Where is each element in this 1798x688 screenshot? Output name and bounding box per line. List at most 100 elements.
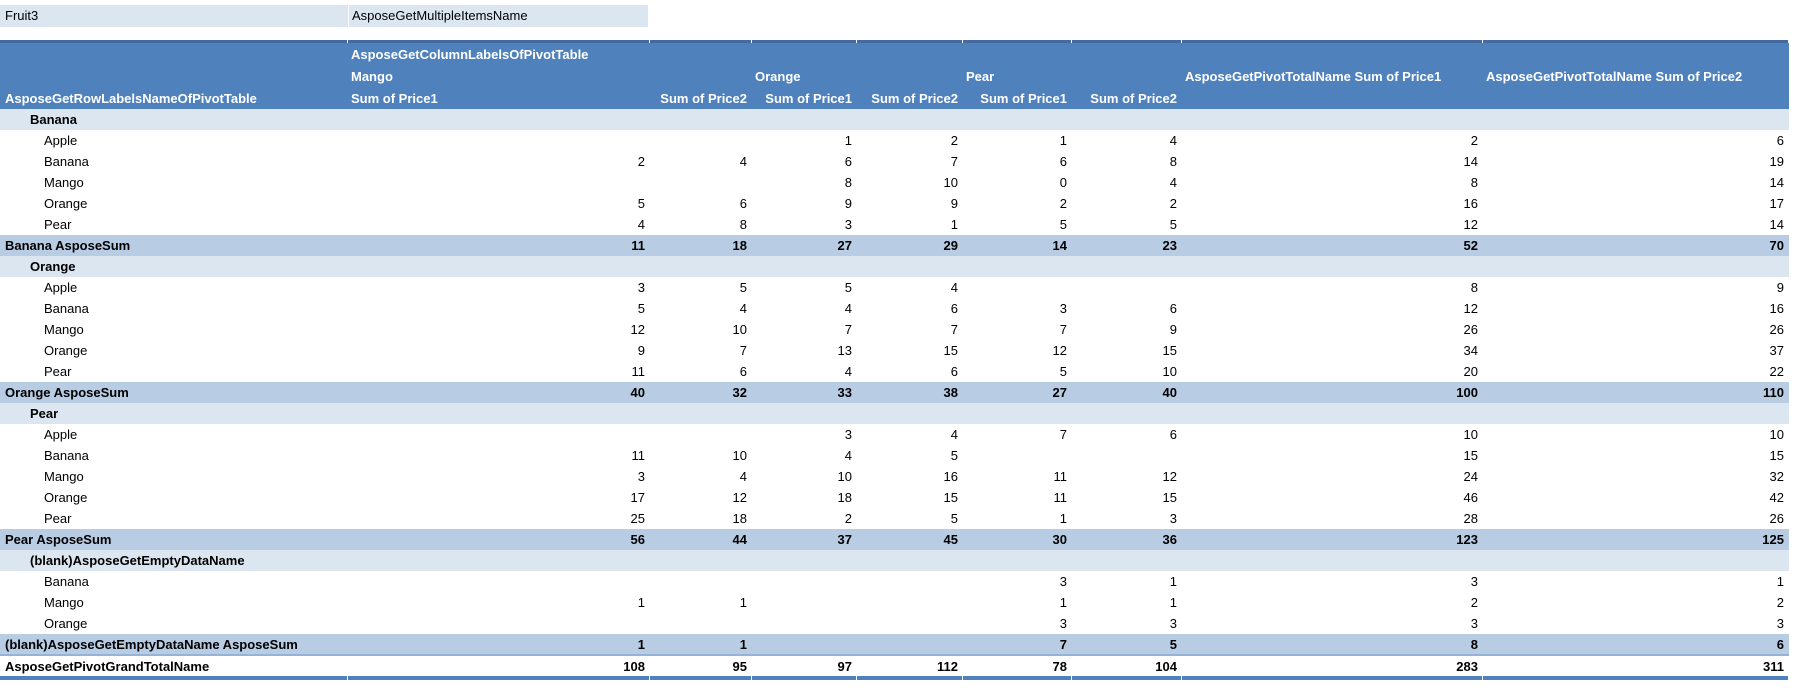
header-cell[interactable] bbox=[857, 65, 963, 87]
value-cell[interactable]: 38 bbox=[857, 382, 963, 403]
value-cell[interactable]: 10 bbox=[732, 322, 747, 337]
value-cell[interactable]: 45 bbox=[857, 529, 963, 550]
value-cell[interactable]: 44 bbox=[650, 529, 752, 550]
value-cell[interactable]: 28 bbox=[1463, 511, 1478, 526]
value-cell[interactable]: 8 bbox=[844, 175, 852, 190]
row-label[interactable]: Pear AsposeSum bbox=[0, 529, 348, 550]
value-cell[interactable]: 6 bbox=[950, 301, 958, 316]
value-cell[interactable]: 23 bbox=[1072, 235, 1182, 256]
header-cell[interactable] bbox=[650, 43, 752, 65]
header-cell[interactable] bbox=[0, 43, 348, 65]
value-cell[interactable] bbox=[963, 550, 1072, 571]
value-cell[interactable]: 3 bbox=[844, 427, 852, 442]
value-cell[interactable] bbox=[1182, 550, 1483, 571]
value-cell[interactable] bbox=[963, 445, 1072, 466]
value-cell[interactable]: 13 bbox=[837, 343, 852, 358]
value-cell[interactable]: 1 bbox=[1169, 595, 1177, 610]
value-cell[interactable]: 3 bbox=[1059, 616, 1067, 631]
value-cell[interactable]: 4 bbox=[739, 301, 747, 316]
value-cell[interactable] bbox=[650, 550, 752, 571]
value-cell[interactable]: 14 bbox=[963, 235, 1072, 256]
row-label[interactable]: Apple bbox=[44, 133, 78, 148]
value-cell[interactable]: 4 bbox=[739, 469, 747, 484]
row-label[interactable]: Apple bbox=[44, 427, 78, 442]
value-cell[interactable] bbox=[650, 613, 752, 634]
header-cell[interactable] bbox=[1483, 43, 1789, 65]
row-label[interactable]: Orange bbox=[44, 616, 88, 631]
subheader-cell[interactable]: Sum of Price1 bbox=[963, 87, 1072, 109]
value-cell[interactable]: 32 bbox=[650, 382, 752, 403]
value-cell[interactable]: 26 bbox=[1463, 322, 1478, 337]
value-cell[interactable] bbox=[963, 403, 1072, 424]
header-cell[interactable] bbox=[1182, 43, 1483, 65]
row-label[interactable]: Pear bbox=[0, 403, 348, 424]
value-cell[interactable]: 7 bbox=[844, 322, 852, 337]
value-cell[interactable]: 125 bbox=[1483, 529, 1789, 550]
value-cell[interactable] bbox=[857, 571, 963, 592]
value-cell[interactable] bbox=[1072, 277, 1182, 298]
value-cell[interactable] bbox=[1182, 109, 1483, 130]
value-cell[interactable]: 46 bbox=[1463, 490, 1478, 505]
value-cell[interactable]: 95 bbox=[650, 654, 752, 676]
value-cell[interactable]: 40 bbox=[348, 382, 650, 403]
value-cell[interactable]: 11 bbox=[348, 235, 650, 256]
subheader-cell[interactable]: Sum of Price1 bbox=[348, 87, 650, 109]
value-cell[interactable]: 1 bbox=[950, 217, 958, 232]
value-cell[interactable] bbox=[752, 634, 857, 655]
value-cell[interactable]: 5 bbox=[844, 280, 852, 295]
row-label[interactable]: Pear bbox=[44, 364, 72, 379]
value-cell[interactable] bbox=[1483, 550, 1789, 571]
value-cell[interactable] bbox=[857, 256, 963, 277]
row-label[interactable]: Orange bbox=[44, 490, 88, 505]
value-cell[interactable] bbox=[348, 424, 650, 445]
value-cell[interactable]: 3 bbox=[1169, 511, 1177, 526]
value-cell[interactable]: 6 bbox=[1776, 133, 1784, 148]
value-cell[interactable]: 3 bbox=[1470, 574, 1478, 589]
value-cell[interactable]: 8 bbox=[1470, 175, 1478, 190]
value-cell[interactable]: 7 bbox=[739, 343, 747, 358]
value-cell[interactable]: 2 bbox=[1776, 595, 1784, 610]
value-cell[interactable]: 6 bbox=[1059, 154, 1067, 169]
value-cell[interactable]: 0 bbox=[1059, 175, 1067, 190]
value-cell[interactable] bbox=[1182, 403, 1483, 424]
subheader-cell[interactable]: Sum of Price2 bbox=[1072, 87, 1182, 109]
value-cell[interactable] bbox=[752, 550, 857, 571]
value-cell[interactable]: 4 bbox=[739, 154, 747, 169]
value-cell[interactable]: 1 bbox=[1059, 511, 1067, 526]
value-cell[interactable]: 78 bbox=[963, 654, 1072, 676]
value-cell[interactable]: 27 bbox=[963, 382, 1072, 403]
value-cell[interactable]: 4 bbox=[950, 427, 958, 442]
row-label[interactable]: (blank)AsposeGetEmptyDataName bbox=[0, 550, 348, 571]
value-cell[interactable]: 10 bbox=[1769, 427, 1784, 442]
value-cell[interactable] bbox=[857, 109, 963, 130]
row-label[interactable]: (blank)AsposeGetEmptyDataName AsposeSum bbox=[0, 634, 348, 655]
value-cell[interactable]: 37 bbox=[752, 529, 857, 550]
value-cell[interactable]: 3 bbox=[1470, 616, 1478, 631]
value-cell[interactable]: 2 bbox=[1470, 595, 1478, 610]
value-cell[interactable] bbox=[348, 550, 650, 571]
value-cell[interactable]: 104 bbox=[1072, 654, 1182, 676]
value-cell[interactable] bbox=[752, 403, 857, 424]
value-cell[interactable] bbox=[857, 403, 963, 424]
value-cell[interactable] bbox=[650, 109, 752, 130]
value-cell[interactable]: 110 bbox=[1483, 382, 1789, 403]
value-cell[interactable] bbox=[348, 130, 650, 151]
value-cell[interactable]: 5 bbox=[739, 280, 747, 295]
value-cell[interactable]: 5 bbox=[950, 448, 958, 463]
value-cell[interactable]: 6 bbox=[739, 364, 747, 379]
value-cell[interactable] bbox=[348, 172, 650, 193]
value-cell[interactable] bbox=[650, 130, 752, 151]
header-cell[interactable] bbox=[0, 65, 348, 87]
value-cell[interactable]: 9 bbox=[844, 196, 852, 211]
value-cell[interactable]: 10 bbox=[837, 469, 852, 484]
value-cell[interactable]: 12 bbox=[630, 322, 645, 337]
row-labels-title-cell[interactable]: AsposeGetRowLabelsNameOfPivotTable bbox=[0, 87, 348, 109]
value-cell[interactable]: 4 bbox=[1169, 133, 1177, 148]
header-cell[interactable] bbox=[752, 43, 857, 65]
value-cell[interactable]: 56 bbox=[348, 529, 650, 550]
value-cell[interactable] bbox=[963, 277, 1072, 298]
value-cell[interactable]: 11 bbox=[1053, 490, 1068, 505]
header-cell[interactable] bbox=[650, 65, 752, 87]
value-cell[interactable] bbox=[650, 571, 752, 592]
value-cell[interactable]: 52 bbox=[1182, 235, 1483, 256]
